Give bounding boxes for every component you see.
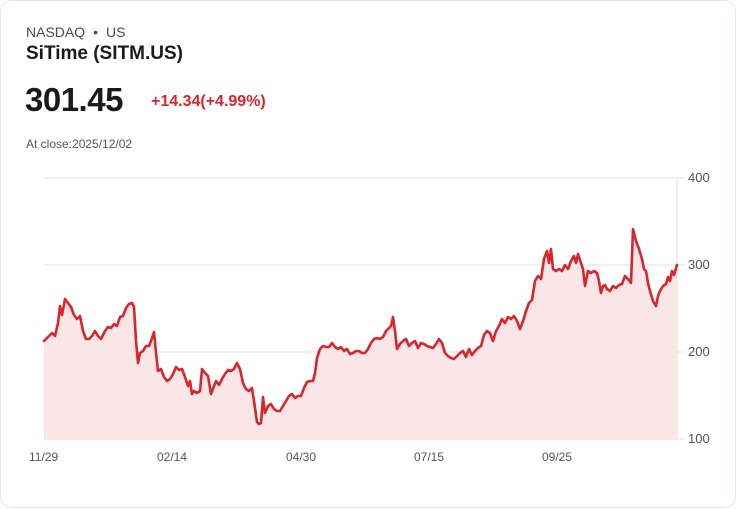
y-tick-label: 400 <box>688 170 710 185</box>
x-tick-label: 02/14 <box>157 450 187 464</box>
market-name: US <box>106 24 126 40</box>
price-line <box>42 227 679 426</box>
exchange-name: NASDAQ <box>26 24 86 40</box>
x-axis-labels: 11/29 02/14 04/30 07/15 09/25 <box>29 450 572 464</box>
price-change: +14.34(+4.99%) <box>151 93 266 110</box>
y-tick-label: 200 <box>688 344 710 359</box>
separator-dot: • <box>93 24 99 40</box>
x-tick-label: 11/29 <box>29 450 58 464</box>
price-area-fill <box>44 229 677 439</box>
x-tick-label: 09/25 <box>542 450 572 464</box>
stock-title: SiTime (SITM.US) <box>26 43 183 64</box>
stock-price: 301.45 <box>25 81 123 118</box>
y-tick-label: 300 <box>688 257 710 272</box>
x-tick-label: 04/30 <box>286 450 316 464</box>
y-axis-labels: 400 300 200 100 <box>688 170 710 446</box>
y-tick-label: 100 <box>688 431 710 446</box>
exchange-label: NASDAQ • US <box>26 24 125 40</box>
close-date: At close:2025/12/02 <box>26 137 133 151</box>
x-tick-label: 07/15 <box>414 450 444 464</box>
